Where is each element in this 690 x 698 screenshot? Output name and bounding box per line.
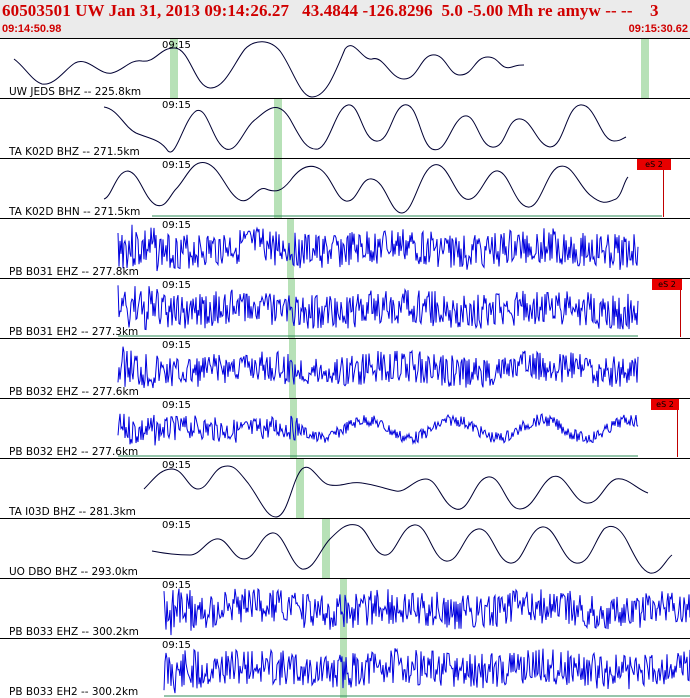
time-tick-label: 09:15 (162, 460, 191, 471)
trace-panel[interactable]: 09:15 UO DBO BHZ -- 293.0km (0, 518, 690, 578)
time-tick-label: 09:15 (162, 160, 191, 171)
channel-label: TA K02D BHZ -- 271.5km (9, 146, 140, 158)
waveform-plot (103, 99, 627, 158)
phase-pick-line[interactable] (677, 410, 678, 457)
channel-label: PB B032 EH2 -- 277.6km (9, 446, 139, 458)
event-header: 60503501 UW Jan 31, 2013 09:14:26.27 43.… (0, 0, 690, 38)
trace-panel[interactable]: 09:15 PB B031 EHZ -- 277.8km (0, 218, 690, 278)
event-title: 60503501 UW Jan 31, 2013 09:14:26.27 43.… (2, 1, 659, 20)
channel-label: UO DBO BHZ -- 293.0km (9, 566, 138, 578)
trace-panel[interactable]: 09:15 PB B032 EHZ -- 277.6km (0, 338, 690, 398)
time-tick-label: 09:15 (162, 520, 191, 531)
trace-panel[interactable]: eS 2 09:15 PB B031 EH2 -- 277.3km (0, 278, 690, 338)
phase-pick-line[interactable] (680, 290, 681, 337)
time-tick-label: 09:15 (162, 580, 191, 591)
pick-window-highlight (288, 279, 295, 338)
channel-label: PB B031 EH2 -- 277.3km (9, 326, 139, 338)
start-time-label: 09:14:50.98 (2, 23, 62, 35)
time-tick-label: 09:15 (162, 40, 191, 51)
pick-window-highlight (287, 219, 294, 278)
pick-window-highlight (340, 579, 347, 638)
waveform-trace (117, 413, 639, 446)
channel-label: PB B031 EHZ -- 277.8km (9, 266, 139, 278)
waveform-plot (117, 279, 639, 338)
trace-panel[interactable]: 09:15 PB B033 EH2 -- 300.2km (0, 638, 690, 698)
waveform-plot (151, 519, 673, 578)
waveform-plot (13, 39, 649, 98)
waveform-trace (117, 285, 639, 331)
channel-label: TA K02D BHN -- 271.5km (9, 206, 141, 218)
time-tick-label: 09:15 (162, 340, 191, 351)
time-tick-label: 09:15 (162, 220, 191, 231)
channel-label: PB B032 EHZ -- 277.6km (9, 386, 139, 398)
waveform-plot (117, 219, 639, 278)
trace-panel[interactable]: 09:15 TA I03D BHZ -- 281.3km (0, 458, 690, 518)
waveform-plot (117, 399, 639, 458)
waveform-plot (163, 639, 690, 698)
channel-label: TA I03D BHZ -- 281.3km (9, 506, 136, 518)
waveform-plot (143, 459, 649, 518)
waveform-trace (117, 224, 639, 272)
channel-label: PB B033 EH2 -- 300.2km (9, 686, 139, 698)
time-tick-label: 09:15 (162, 100, 191, 111)
waveform-plot (117, 339, 639, 398)
trace-panel[interactable]: eS 2 09:15 TA K02D BHN -- 271.5km (0, 158, 690, 218)
phase-pick-flag[interactable]: eS 2 (637, 159, 671, 170)
time-tick-label: 09:15 (162, 640, 191, 651)
seismogram-panels: 09:15 UW JEDS BHZ -- 225.8km 09:15 TA K0… (0, 38, 690, 698)
phase-pick-line[interactable] (663, 170, 664, 217)
waveform-plot (163, 579, 690, 638)
trace-panel[interactable]: 09:15 PB B033 EHZ -- 300.2km (0, 578, 690, 638)
waveform-trace (163, 587, 690, 636)
trace-panel[interactable]: eS 2 09:15 PB B032 EH2 -- 277.6km (0, 398, 690, 458)
waveform-plot (103, 159, 662, 218)
waveform-trace (117, 346, 639, 389)
time-tick-label: 09:15 (162, 400, 191, 411)
channel-label: UW JEDS BHZ -- 225.8km (9, 86, 142, 98)
trace-panel[interactable]: 09:15 UW JEDS BHZ -- 225.8km (0, 38, 690, 98)
phase-pick-flag[interactable]: eS 2 (651, 399, 679, 410)
waveform-trace (163, 648, 690, 694)
phase-pick-flag[interactable]: eS 2 (652, 279, 682, 290)
time-tick-label: 09:15 (162, 280, 191, 291)
pick-window-highlight (290, 399, 297, 458)
end-time-label: 09:15:30.62 (628, 23, 688, 35)
trace-panel[interactable]: 09:15 TA K02D BHZ -- 271.5km (0, 98, 690, 158)
channel-label: PB B033 EHZ -- 300.2km (9, 626, 139, 638)
